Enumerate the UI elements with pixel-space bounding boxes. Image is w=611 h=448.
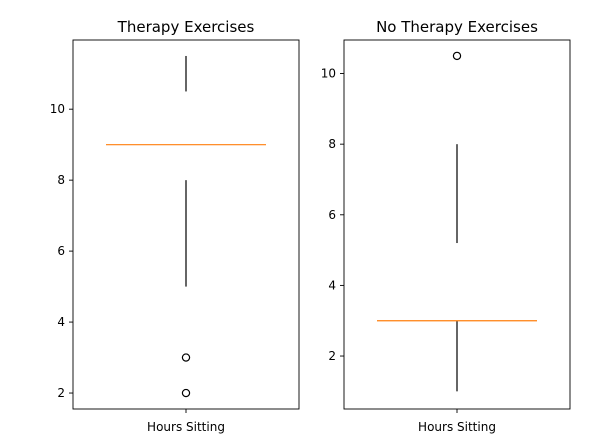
y-tick-label: 8 [328, 137, 336, 151]
y-tick-label: 6 [328, 208, 336, 222]
x-tick-label: Hours Sitting [418, 420, 496, 434]
y-tick-label: 10 [321, 67, 336, 81]
chart-title: Therapy Exercises [117, 18, 255, 36]
outlier-point [181, 353, 191, 362]
y-tick-label: 6 [57, 244, 65, 258]
y-tick-label: 2 [328, 349, 336, 363]
y-tick-label: 8 [57, 173, 65, 187]
chart-title: No Therapy Exercises [376, 18, 538, 36]
chart-panel-no-therapy: No Therapy Exercises Hours Sitting 2 4 6 8 1… [321, 18, 571, 434]
y-tick-label: 10 [50, 102, 65, 116]
chart-panel-therapy: Therapy Exercises Hours Sitting 2 4 6 8 10 [50, 18, 300, 434]
outlier-point [452, 51, 462, 61]
outlier-point [181, 388, 191, 398]
y-tick-label: 2 [57, 386, 65, 400]
y-tick-label: 4 [57, 315, 65, 329]
y-tick-label: 4 [328, 278, 336, 292]
x-tick-label: Hours Sitting [147, 420, 225, 434]
